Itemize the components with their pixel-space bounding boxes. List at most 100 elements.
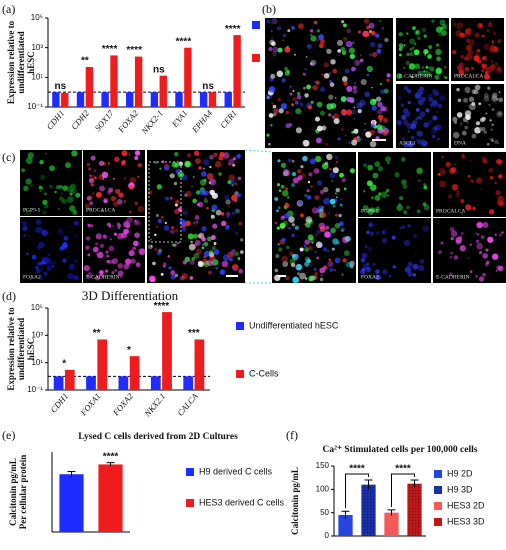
cell-stain [362, 270, 365, 274]
cell-stain [133, 220, 139, 226]
cell-stain [174, 151, 179, 157]
cell-stain [274, 268, 279, 273]
cell-stain [440, 26, 444, 31]
cell-stain [456, 65, 462, 71]
legend-label: Undifferentiated hESC [249, 320, 339, 330]
cell-stain [398, 203, 401, 206]
cell-stain [117, 225, 121, 230]
cell-stain [409, 52, 414, 57]
cell-stain [278, 108, 284, 114]
cell-stain [469, 159, 472, 162]
bar [175, 92, 183, 107]
cell-stain [314, 250, 317, 253]
cell-stain [465, 114, 471, 121]
cell-stain [277, 47, 283, 53]
cell-stain [480, 117, 486, 123]
cell-stain [162, 262, 167, 267]
cell-stain [381, 26, 385, 30]
cell-stain [185, 190, 192, 197]
cell-stain [454, 120, 458, 124]
chart-title: 3D Differentiation [82, 288, 179, 303]
cell-stain [465, 204, 472, 211]
bar [98, 464, 123, 532]
cell-stain [25, 209, 32, 216]
cell-stain [361, 252, 368, 259]
cell-stain [299, 102, 304, 107]
cell-stain [469, 270, 473, 273]
cell-stain [266, 133, 270, 137]
cell-stain [215, 266, 219, 270]
cell-stain [379, 82, 383, 86]
cell-stain [308, 105, 312, 110]
cell-stain [380, 89, 385, 95]
cell-stain [343, 36, 348, 41]
cell-stain [69, 263, 75, 270]
cell-stain [366, 230, 370, 234]
cell-stain [292, 96, 297, 102]
cell-stain [415, 117, 419, 121]
cell-stain [174, 228, 179, 233]
cell-stain [75, 192, 81, 198]
cell-stain [477, 48, 481, 53]
cell-stain [197, 261, 204, 268]
x-tick-label: CER1 [218, 108, 239, 130]
cell-stain [298, 200, 303, 206]
cell-stain [95, 191, 102, 198]
cell-stain [353, 106, 356, 109]
cell-stain [458, 235, 462, 240]
cell-stain [490, 128, 493, 131]
cell-stain [337, 137, 341, 141]
x-tick-label: CALCA [175, 390, 200, 417]
cell-stain [211, 258, 219, 266]
bar [52, 92, 60, 107]
cell-stain [319, 39, 326, 45]
cell-stain [311, 207, 319, 214]
cell-stain [356, 102, 363, 109]
legend-swatch [434, 518, 442, 526]
bar [126, 92, 134, 107]
legend-label: HES3 3D [447, 516, 485, 526]
cell-stain [299, 272, 306, 280]
cell-stain [359, 58, 364, 63]
cell-stain [452, 116, 458, 123]
cell-stain [475, 232, 477, 235]
cell-stain [449, 255, 453, 259]
cell-stain [322, 247, 328, 252]
cell-stain [471, 67, 474, 70]
cell-stain [204, 250, 211, 257]
cell-stain [170, 274, 176, 280]
cell-stain [287, 29, 291, 33]
cell-stain [366, 180, 373, 187]
cell-stain [487, 86, 491, 90]
cell-stain [183, 210, 189, 216]
cell-stain [26, 252, 29, 255]
cell-stain [398, 53, 402, 57]
cell-stain [352, 41, 355, 44]
cell-stain [341, 229, 344, 232]
cell-stain [271, 18, 278, 25]
cell-stain [467, 257, 470, 259]
cell-stain [92, 246, 99, 253]
cell-stain [410, 135, 415, 140]
cell-stain [450, 167, 457, 173]
cell-stain [308, 275, 314, 282]
cell-stain [485, 112, 488, 115]
legend-swatch [252, 21, 260, 29]
cell-stain [300, 213, 304, 218]
cell-stain [187, 153, 191, 158]
cell-stain [471, 101, 476, 106]
cell-stain [433, 126, 438, 131]
cell-stain [219, 151, 225, 158]
cell-stain [369, 140, 377, 148]
cell-stain [348, 141, 351, 144]
cell-stain [421, 66, 425, 69]
cell-stain [499, 164, 501, 167]
cell-stain [367, 209, 374, 216]
cell-stain [495, 190, 501, 196]
cell-stain [88, 178, 95, 184]
cell-stain [169, 173, 175, 179]
cell-stain [338, 213, 342, 218]
cell-stain [154, 160, 158, 165]
cell-stain [381, 269, 388, 275]
cell-stain [284, 46, 291, 53]
